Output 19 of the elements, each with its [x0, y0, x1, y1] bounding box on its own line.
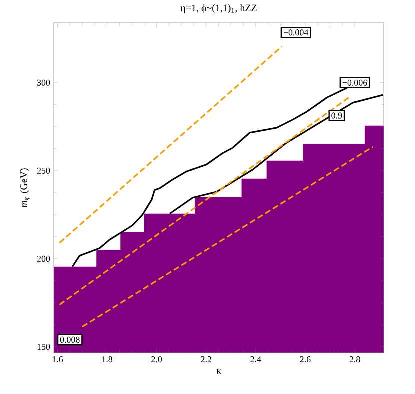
x-tick-label: 2.2: [201, 356, 212, 363]
annotation: −0.004: [284, 30, 309, 36]
x-tick-label: 1.8: [102, 356, 113, 363]
y-tick-label: 250: [37, 168, 50, 174]
x-tick-label: 2.4: [250, 356, 262, 363]
x-axis-title: κ: [216, 369, 222, 374]
line-series: [169, 94, 384, 215]
annotation: 0.9: [332, 112, 342, 119]
y-tick-label: 200: [37, 256, 50, 262]
x-tick-label: 2.0: [152, 356, 162, 363]
annotation: −0.006: [342, 80, 368, 86]
x-tick-label: 2.6: [300, 356, 311, 363]
x-tick-label: 2.8: [350, 356, 360, 363]
chart-title: η=1, ϕ~(1,1)$_{1}$, hZZ: [180, 4, 257, 14]
x-tick-label: 1.6: [52, 356, 64, 363]
annotation: 0.008: [60, 336, 80, 344]
y-axis-title: m$_{φ}$ (GeV): [20, 168, 30, 208]
y-tick-label: 150: [38, 344, 50, 350]
y-tick-label: 300: [37, 80, 50, 86]
